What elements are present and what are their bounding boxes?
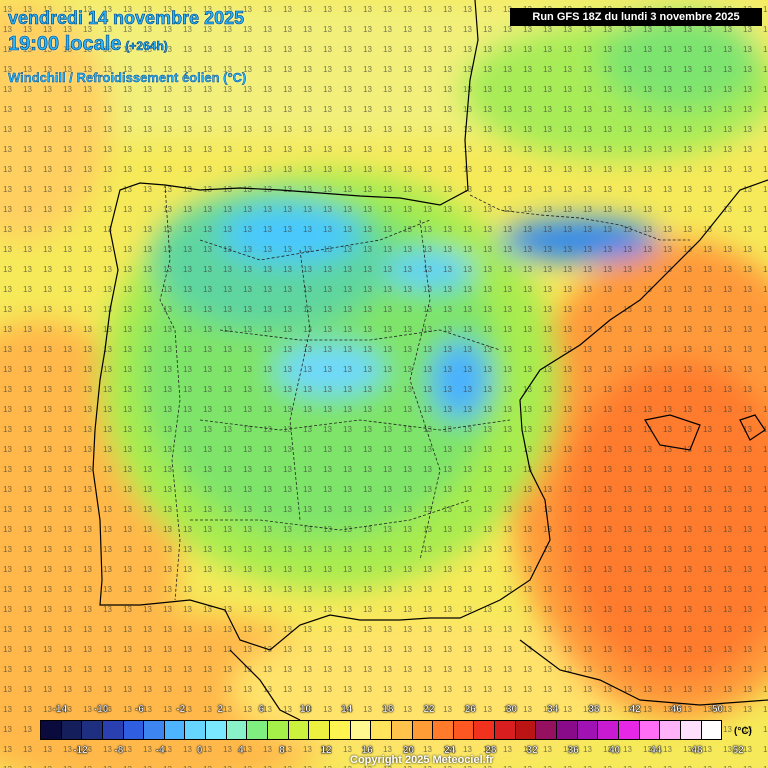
copyright: Copyright 2025 Meteociel.fr	[350, 754, 494, 766]
legend-tick-bottom: 16	[361, 745, 373, 756]
legend-swatch	[474, 721, 496, 739]
legend-tick-top: 2	[217, 704, 224, 715]
legend-swatch	[391, 721, 413, 739]
legend-tick-top: -2	[176, 704, 186, 715]
legend-tick-bottom: 40	[608, 745, 621, 756]
legend-tick-bottom: 48	[691, 745, 703, 756]
lead-time: (+264h)	[125, 39, 168, 54]
legend-tick-bottom: 32	[526, 745, 538, 756]
legend-swatch	[164, 721, 186, 739]
legend-swatch	[618, 721, 640, 739]
legend-tick-bottom: 52	[732, 745, 744, 756]
legend-tick-bottom: 4	[238, 745, 244, 756]
legend-tick-bottom: -12	[73, 745, 88, 756]
legend-tick-bottom: 20	[402, 745, 415, 756]
forecast-time: 19:00 locale (+264h)	[8, 33, 168, 56]
legend-swatch	[226, 721, 248, 739]
legend-swatch	[639, 721, 661, 739]
legend-swatch	[557, 721, 578, 739]
legend-tick-bottom: 12	[320, 745, 332, 756]
legend-tick-bottom: 36	[567, 745, 579, 756]
legend-swatch	[309, 721, 330, 739]
legend-tick-top: 22	[423, 704, 435, 715]
legend-tick-bottom: 28	[485, 745, 497, 756]
legend-tick-bottom: -4	[155, 745, 165, 756]
legend-tick-top: 26	[464, 704, 476, 715]
forecast-date: vendredi 14 novembre 2025	[8, 8, 245, 29]
legend-tick-top: 34	[547, 704, 559, 715]
legend-swatch	[495, 721, 516, 739]
legend-tick-top: -10	[93, 704, 109, 715]
legend-tick-top: -6	[135, 704, 144, 715]
legend-swatch	[701, 721, 722, 739]
variable-title: Windchill / Refroidissement éolien (°C)	[8, 70, 247, 85]
legend-tick-top: 42	[629, 704, 641, 715]
legend-tick-bottom: 8	[279, 745, 285, 756]
legend-tick-top: 30	[505, 704, 518, 715]
legend-tick-top: 50	[712, 704, 724, 715]
run-info: Run GFS 18Z du lundi 3 novembre 2025	[510, 8, 762, 26]
legend-swatch	[268, 721, 289, 739]
legend-tick-bottom: -8	[114, 745, 124, 756]
legend-tick-top: 6	[258, 704, 265, 715]
legend-tick-top: 10	[299, 704, 311, 715]
legend-swatch	[41, 721, 62, 739]
legend-swatch	[412, 721, 434, 739]
legend-swatch	[371, 721, 392, 739]
legend-swatch	[144, 721, 165, 739]
forecast-hour: 19:00 locale	[8, 33, 122, 56]
legend-tick-top: 46	[670, 704, 682, 715]
legend-swatch	[515, 721, 537, 739]
legend-swatch	[206, 721, 227, 739]
legend-tick-bottom: 44	[650, 745, 662, 756]
legend-swatch	[598, 721, 619, 739]
legend-swatch	[660, 721, 681, 739]
legend-swatch	[247, 721, 269, 739]
legend-swatch	[329, 721, 351, 739]
legend-tick-top: -14	[52, 704, 68, 715]
legend-tick-top: 14	[341, 704, 353, 715]
legend-swatch	[82, 721, 103, 739]
legend-tick-bottom: 0	[196, 745, 203, 756]
legend-swatch	[350, 721, 372, 739]
legend-swatch	[433, 721, 454, 739]
legend-swatch	[453, 721, 475, 739]
legend-swatch	[536, 721, 558, 739]
legend-tick-top: 38	[588, 704, 600, 715]
legend-swatch	[288, 721, 310, 739]
color-legend	[40, 720, 722, 740]
legend-swatch	[123, 721, 145, 739]
legend-tick-top: 18	[382, 704, 394, 715]
legend-unit: (°C)	[734, 726, 752, 737]
legend-swatch	[577, 721, 599, 739]
legend-swatch	[61, 721, 83, 739]
legend-swatch	[102, 721, 124, 739]
legend-swatch	[185, 721, 207, 739]
legend-swatch	[680, 721, 702, 739]
legend-tick-bottom: 24	[444, 745, 456, 756]
